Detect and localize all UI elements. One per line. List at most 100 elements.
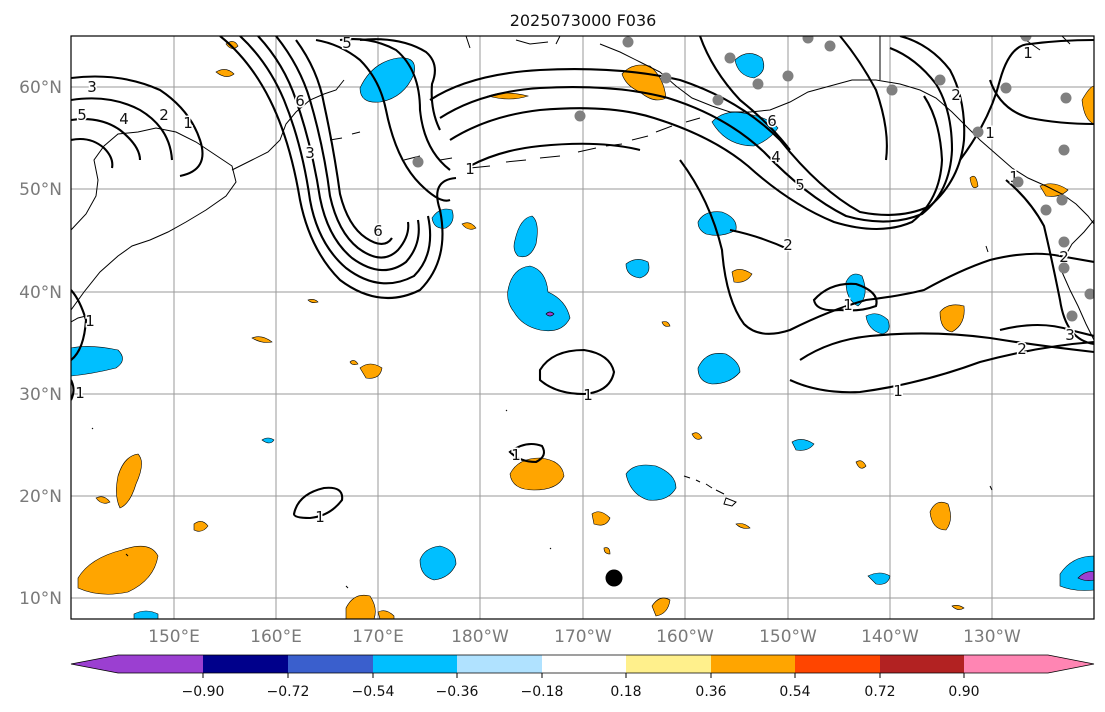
station-marker: [1056, 194, 1068, 206]
positive-anomaly-area: [116, 453, 142, 509]
contour-line: [1005, 179, 1094, 346]
positive-anomaly-area: [1081, 85, 1094, 125]
station-marker: [886, 84, 898, 96]
contour-label: 1: [183, 114, 193, 132]
lat-label: 60°N: [19, 78, 62, 98]
latitude-labels: 60°N 50°N 40°N 30°N 20°N 10°N: [19, 78, 62, 609]
colorbar-tick-label: 0.90: [948, 684, 979, 700]
colorbar-tick-label: −0.72: [267, 684, 310, 700]
station-marker: [1012, 176, 1024, 188]
contour-line: [71, 289, 88, 361]
contour-line: [257, 36, 420, 272]
colorbar-ticks: [202, 673, 965, 678]
contour-label: 2: [1059, 248, 1069, 266]
contour-line: [508, 442, 546, 464]
contour-line: [339, 38, 451, 171]
colorbar-outline: [70, 654, 1095, 674]
contour-label: 1: [315, 508, 325, 526]
positive-anomaly-area: [951, 605, 965, 610]
storm-center-marker: [605, 569, 623, 587]
colorbar-extend-low: [71, 655, 118, 673]
positive-anomaly-area: [661, 321, 671, 327]
negative-anomaly-area: [734, 53, 765, 79]
colorbar-tick-label: 0.72: [864, 684, 895, 700]
colorbar-tick-label: −0.18: [521, 684, 564, 700]
contour-label: 2: [951, 86, 961, 104]
station-marker: [1058, 144, 1070, 156]
positive-anomaly-area: [349, 360, 359, 365]
contour-label: 3: [87, 78, 97, 96]
asia-coastline: [71, 127, 237, 311]
contour-label: 1: [985, 124, 995, 142]
map-area: 5 3 4 5 2 1 6 6 3 1 4 5 6 1 2 1 1 2 3 1: [70, 35, 1095, 620]
contour-label: 3: [1065, 326, 1075, 344]
station-marker: [752, 78, 764, 90]
contour-line: [469, 142, 641, 167]
island-dots: [91, 245, 993, 589]
positive-anomaly-area: [251, 336, 273, 343]
contour-line: [449, 95, 944, 231]
contour-label: 6: [295, 92, 305, 110]
contour-line: [71, 379, 75, 401]
contour-label: 2: [159, 106, 169, 124]
positive-anomaly-area: [359, 363, 383, 379]
contour-label: 1: [893, 382, 903, 400]
positive-anomaly-area: [193, 521, 209, 532]
positive-anomaly-area: [651, 597, 671, 617]
contour-label: 5: [77, 106, 87, 124]
station-marker: [802, 36, 814, 44]
lon-label: 150°W: [759, 627, 817, 647]
negative-anomaly-area: [625, 259, 650, 279]
station-marker: [660, 72, 672, 84]
lon-label: 160°E: [250, 627, 302, 647]
contour-label: 4: [771, 148, 781, 166]
contour-label: 1: [465, 160, 475, 178]
station-markers: [412, 36, 1094, 322]
contour-line: [729, 228, 791, 251]
contour-line: [799, 332, 1094, 361]
positive-anomaly-area: [731, 269, 753, 283]
colorbar-tick-label: −0.54: [352, 684, 395, 700]
colorbar-segment: [457, 655, 542, 673]
negative-anomaly-area: [71, 346, 123, 377]
contour-label: 6: [767, 112, 777, 130]
contour-label: 5: [795, 176, 805, 194]
contour-line: [295, 39, 393, 246]
negative-anomaly-area: [867, 572, 891, 585]
contour-line: [359, 38, 441, 131]
contour-label: 1: [843, 296, 853, 314]
contour-line: [219, 36, 457, 300]
station-marker: [574, 110, 586, 122]
contour-line: [989, 79, 1094, 126]
positive-anomaly-area: [345, 594, 376, 619]
contour-line: [239, 36, 432, 285]
lon-label: 130°W: [963, 627, 1021, 647]
colorbar-segment: [880, 655, 964, 673]
negative-anomaly-area: [697, 211, 737, 236]
contour-line: [429, 36, 966, 216]
contour-line: [292, 486, 344, 520]
positive-anomaly-area: [929, 501, 951, 531]
positive-anomaly-area: [461, 222, 477, 230]
coastlines: [71, 36, 1094, 589]
lat-label: 40°N: [19, 283, 62, 303]
anomaly-shading: [71, 41, 1094, 619]
positive-anomaly-area: [215, 69, 235, 77]
station-marker: [1000, 82, 1012, 94]
positive-anomaly-area: [939, 304, 965, 333]
colorbar-segment: [118, 655, 203, 673]
contour-line: [275, 36, 410, 259]
negative-anomaly-area: [1059, 555, 1094, 591]
contour-line: [699, 36, 791, 151]
strong-negative-anomaly-area: [1077, 571, 1094, 581]
colorbar-segment: [542, 655, 626, 673]
contour-line: [315, 38, 451, 202]
colorbar-segment: [626, 655, 711, 673]
positive-anomaly-area: [95, 496, 111, 504]
negative-anomaly-area: [507, 265, 571, 332]
positive-anomaly-area: [855, 460, 867, 469]
lon-label: 150°E: [148, 627, 200, 647]
station-marker: [724, 52, 736, 64]
negative-anomaly-area: [697, 353, 741, 385]
